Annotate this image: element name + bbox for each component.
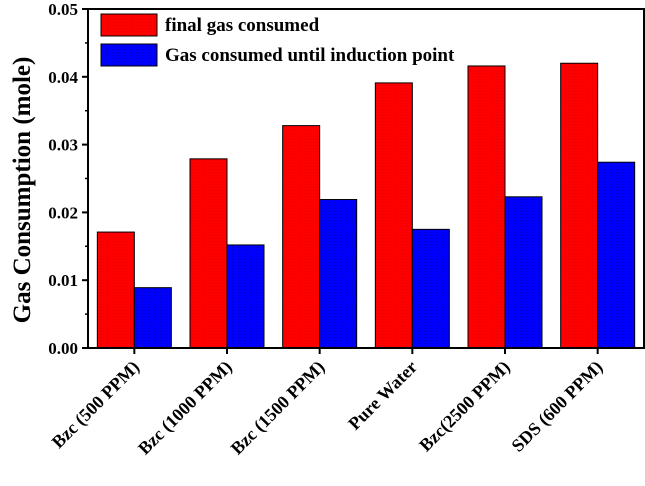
bar-induction-gas-3 xyxy=(411,228,450,349)
y-tick-label: 0.00 xyxy=(48,339,78,358)
x-tick-label: Bzc (1000 PPM) xyxy=(134,357,237,460)
bar-induction-gas-5 xyxy=(597,161,636,349)
x-tick-label: SDS (600 PPM) xyxy=(508,357,608,457)
x-tick-label: Bzc (1500 PPM) xyxy=(227,357,330,460)
bar-final-gas-5 xyxy=(560,62,599,349)
y-axis-ticks: 0.00 0.01 0.02 0.03 0.04 0.05 xyxy=(48,0,88,358)
bar-induction-gas-2 xyxy=(319,199,358,349)
y-tick-label: 0.02 xyxy=(48,203,78,222)
legend-swatch-induction-gas xyxy=(100,43,158,67)
x-tick-label: Pure Water xyxy=(344,357,421,434)
y-tick-label: 0.03 xyxy=(48,136,78,155)
y-tick-label: 0.01 xyxy=(48,271,78,290)
bar-induction-gas-0 xyxy=(133,287,172,349)
plot-frame xyxy=(87,8,645,349)
bar-final-gas-3 xyxy=(374,82,413,349)
bar-final-gas-2 xyxy=(282,125,321,349)
legend: final gas consumed Gas consumed until in… xyxy=(100,13,455,67)
y-tick-label: 0.05 xyxy=(48,0,78,19)
legend-label-final-gas: final gas consumed xyxy=(165,15,320,36)
x-tick-label: Bzc(2500 PPM) xyxy=(415,357,514,456)
bars-layer xyxy=(96,62,636,349)
legend-swatch-final-gas xyxy=(100,13,158,37)
bar-final-gas-0 xyxy=(96,231,135,349)
bar-induction-gas-4 xyxy=(504,196,543,349)
legend-label-induction-gas: Gas consumed until induction point xyxy=(165,45,455,66)
y-axis-label-group: Gas Consumption (mole) xyxy=(9,57,36,324)
bar-induction-gas-1 xyxy=(226,244,265,349)
bar-final-gas-4 xyxy=(467,65,506,349)
y-tick-label: 0.04 xyxy=(48,68,78,87)
y-axis-label: Gas Consumption (mole) xyxy=(9,57,36,324)
bar-final-gas-1 xyxy=(189,158,228,349)
x-tick-label: Bzc (500 PPM) xyxy=(48,357,144,453)
x-axis-ticks: Bzc (500 PPM)Bzc (1000 PPM)Bzc (1500 PPM… xyxy=(48,348,607,459)
